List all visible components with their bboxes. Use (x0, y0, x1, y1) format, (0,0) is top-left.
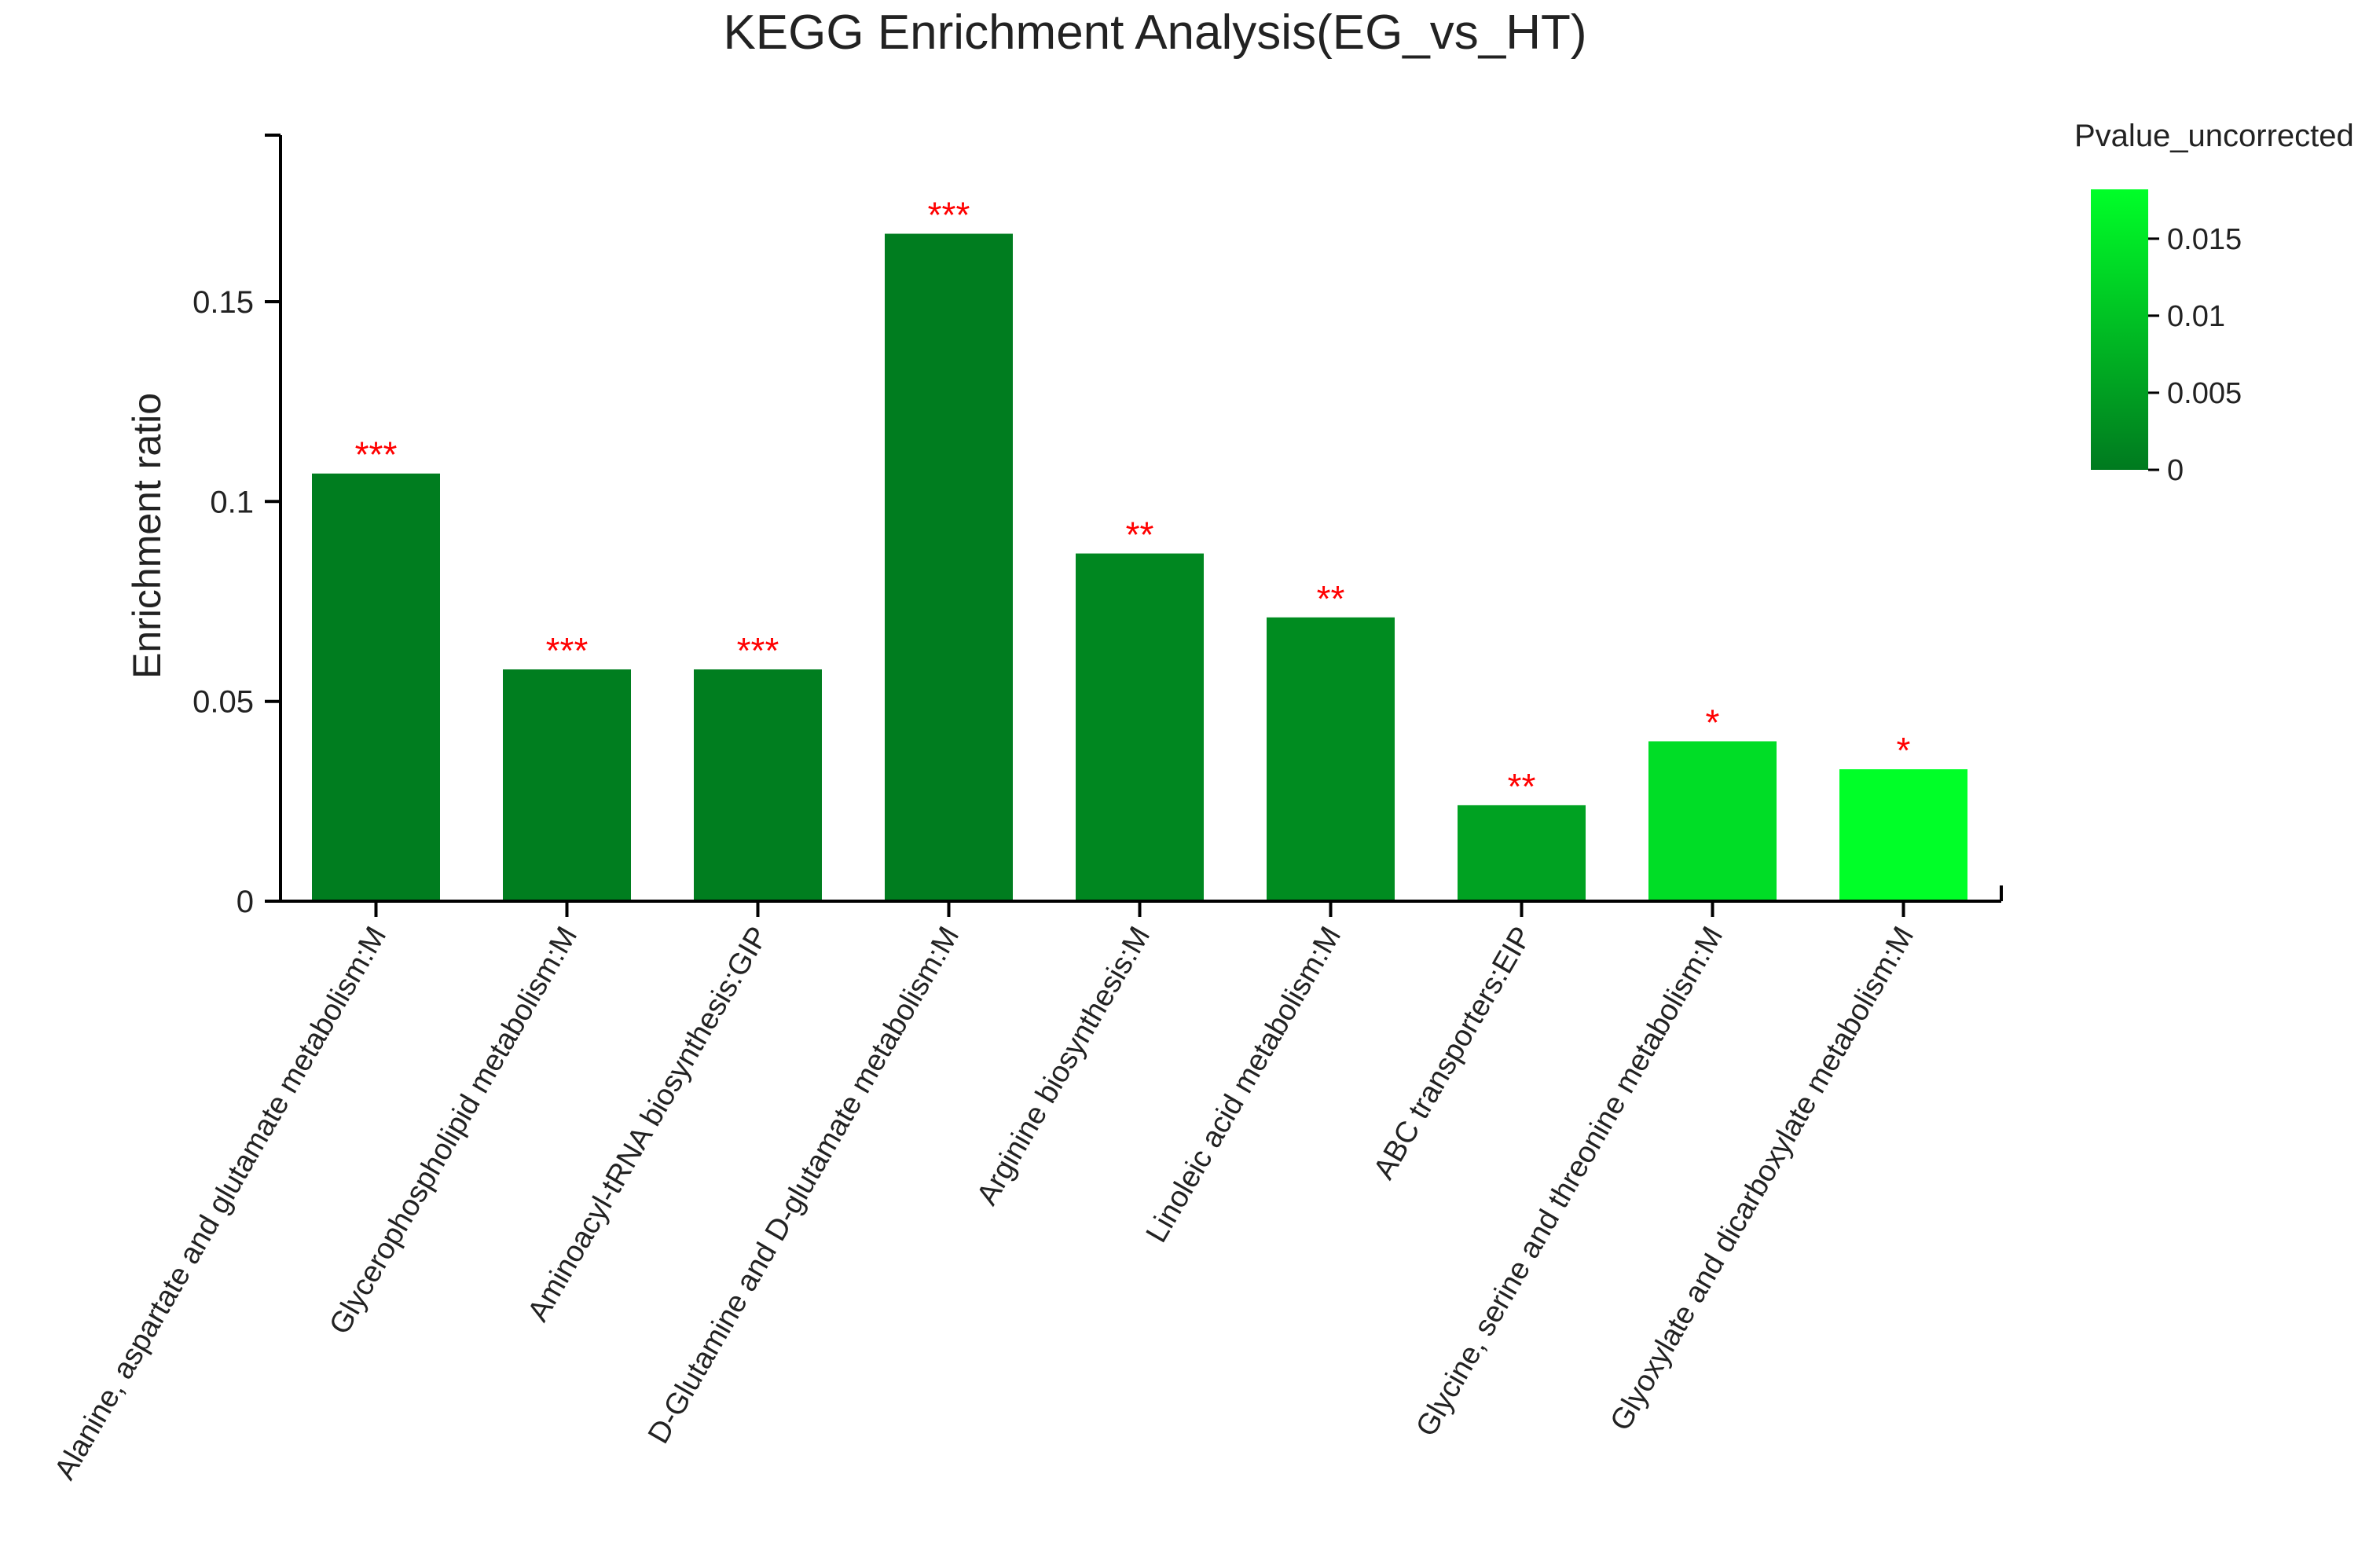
significance-label-3: *** (737, 630, 779, 671)
category-label-9: Glyoxylate and dicarboxylate metabolism:… (1604, 922, 1920, 1437)
significance-label-8: * (1706, 702, 1720, 743)
y-tick-label-3: 0.1 (210, 485, 254, 519)
category-label-7: ABC transporters:EIP (1367, 922, 1538, 1186)
bar-7 (1458, 805, 1586, 901)
significance-label-5: ** (1126, 515, 1154, 555)
colorbar-tick-label-1: 0 (2167, 454, 2184, 487)
significance-label-4: *** (928, 195, 970, 236)
y-axis-label: Enrichment ratio (125, 393, 169, 679)
bar-3 (694, 669, 822, 901)
y-tick-label-2: 0.05 (193, 685, 254, 720)
category-label-8: Glycine, serine and threonine metabolism… (1410, 922, 1729, 1443)
bar-4 (885, 233, 1013, 901)
chart-title: KEGG Enrichment Analysis(EG_vs_HT) (723, 5, 1586, 60)
bar-6 (1267, 617, 1395, 901)
y-tick-label-4: 0.15 (193, 285, 254, 320)
colorbar-title: Pvalue_uncorrected (2074, 119, 2354, 153)
category-label-4: D-Glutamine and D-glutamate metabolism:M (642, 922, 966, 1450)
colorbar-legend: Pvalue_uncorrected 0 0.005 0.01 0.015 (2074, 119, 2354, 487)
colorbar-tick-label-4: 0.015 (2167, 223, 2242, 256)
significance-label-7: ** (1508, 766, 1536, 807)
bar-1 (312, 473, 440, 901)
colorbar-tick-label-2: 0.005 (2167, 377, 2242, 410)
bar-5 (1076, 553, 1204, 901)
category-label-3: Aminoacyl-tRNA biosynthesis:GIP (522, 922, 776, 1328)
colorbar-tick-label-3: 0.01 (2167, 300, 2225, 333)
bar-8 (1648, 741, 1777, 901)
plot-area: ***Alanine, aspartate and glutamate meta… (49, 134, 2003, 1486)
y-tick-label-1: 0 (237, 885, 254, 919)
colorbar-gradient (2091, 189, 2148, 470)
significance-label-1: *** (355, 434, 398, 475)
category-label-1: Alanine, aspartate and glutamate metabol… (49, 922, 394, 1486)
significance-label-9: * (1897, 730, 1911, 771)
significance-label-6: ** (1317, 578, 1345, 619)
category-label-5: Arginine biosynthesis:M (970, 922, 1157, 1212)
category-label-6: Linoleic acid metabolism:M (1140, 922, 1348, 1248)
bar-9 (1839, 769, 1967, 901)
bar-2 (503, 669, 631, 901)
significance-label-2: *** (546, 630, 589, 671)
